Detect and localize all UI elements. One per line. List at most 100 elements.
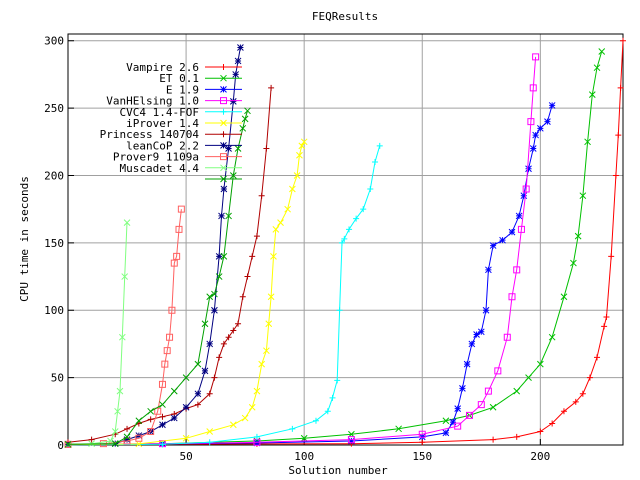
data-point bbox=[147, 407, 155, 415]
data-point bbox=[537, 428, 544, 435]
data-point bbox=[465, 411, 473, 419]
data-point bbox=[163, 347, 171, 355]
data-point bbox=[159, 421, 166, 429]
data-point bbox=[454, 405, 462, 412]
data-point bbox=[232, 71, 240, 78]
data-point bbox=[206, 439, 213, 446]
data-point bbox=[346, 226, 353, 233]
data-point bbox=[158, 380, 166, 388]
plot-frame bbox=[67, 33, 624, 446]
legend-marker bbox=[220, 74, 227, 82]
legend-label: Vampire 2.6 bbox=[126, 61, 199, 74]
data-point bbox=[220, 252, 228, 260]
data-point bbox=[334, 377, 341, 384]
data-point bbox=[124, 425, 131, 432]
data-point bbox=[485, 266, 492, 274]
data-point bbox=[548, 333, 556, 341]
data-point bbox=[111, 428, 119, 435]
legend-marker bbox=[220, 164, 227, 172]
series-line bbox=[67, 105, 553, 445]
data-point bbox=[206, 390, 213, 397]
data-point bbox=[574, 232, 582, 240]
data-point bbox=[229, 172, 237, 179]
data-point bbox=[617, 84, 624, 91]
data-point bbox=[263, 347, 270, 355]
data-point bbox=[608, 253, 615, 260]
data-point bbox=[114, 407, 121, 415]
legend-entry: VanHElsing 1.0 bbox=[106, 95, 242, 108]
data-point bbox=[239, 124, 247, 132]
data-point bbox=[468, 340, 476, 348]
data-point bbox=[289, 425, 296, 432]
data-point bbox=[121, 273, 129, 280]
data-point bbox=[235, 320, 242, 327]
series-group bbox=[64, 37, 626, 448]
y-tick-label: 150 bbox=[44, 237, 64, 250]
data-point bbox=[182, 434, 190, 442]
legend-label: CVC4 1.4-FOF bbox=[120, 106, 199, 119]
legend-marker bbox=[220, 64, 227, 70]
data-point bbox=[194, 390, 202, 398]
data-point bbox=[111, 440, 119, 448]
data-point bbox=[529, 145, 537, 152]
data-point bbox=[175, 225, 183, 233]
data-point bbox=[594, 354, 601, 361]
data-point bbox=[249, 253, 256, 260]
data-point bbox=[206, 428, 214, 435]
data-point bbox=[508, 293, 516, 301]
legend-label: leanCoP 2.2 bbox=[126, 139, 199, 152]
data-point bbox=[170, 414, 178, 422]
data-point bbox=[147, 416, 154, 423]
data-point bbox=[442, 429, 450, 437]
x-tick-label: 50 bbox=[179, 450, 192, 463]
data-point bbox=[229, 421, 237, 429]
data-point bbox=[494, 367, 502, 375]
legend-entry: leanCoP 2.2 bbox=[126, 139, 242, 152]
data-point bbox=[418, 430, 426, 438]
series-10 bbox=[64, 107, 251, 448]
data-point bbox=[579, 192, 587, 200]
data-point bbox=[419, 439, 426, 446]
legend-label: E 1.9 bbox=[166, 83, 199, 96]
legend-label: VanHElsing 1.0 bbox=[106, 95, 199, 108]
data-point bbox=[241, 115, 249, 123]
data-point bbox=[270, 252, 277, 260]
data-point bbox=[588, 91, 596, 98]
data-point bbox=[324, 408, 331, 415]
data-point bbox=[473, 331, 480, 338]
data-point bbox=[230, 327, 237, 334]
legend-marker bbox=[220, 119, 227, 127]
data-point bbox=[216, 354, 223, 361]
data-point bbox=[211, 290, 218, 298]
data-point bbox=[206, 293, 214, 301]
series-line bbox=[67, 56, 537, 445]
data-point bbox=[253, 439, 261, 447]
data-point bbox=[88, 436, 95, 443]
series-4 bbox=[65, 142, 383, 448]
data-point bbox=[601, 323, 608, 330]
data-point bbox=[442, 417, 450, 425]
data-point bbox=[300, 434, 308, 442]
data-point bbox=[206, 340, 214, 348]
data-point bbox=[99, 440, 107, 448]
legend-marker bbox=[220, 153, 227, 161]
data-point bbox=[347, 436, 355, 444]
y-tick-label: 250 bbox=[44, 102, 64, 115]
data-point bbox=[536, 124, 544, 132]
data-point bbox=[147, 428, 155, 436]
data-point bbox=[459, 385, 466, 392]
y-axis-label: CPU time in seconds bbox=[18, 176, 31, 302]
series-5 bbox=[64, 138, 308, 448]
data-point bbox=[263, 145, 270, 152]
data-point bbox=[341, 235, 348, 242]
data-point bbox=[529, 84, 537, 92]
data-point bbox=[525, 374, 532, 381]
data-point bbox=[253, 433, 260, 440]
y-tick-label: 100 bbox=[44, 304, 64, 317]
data-point bbox=[272, 226, 280, 233]
data-point bbox=[489, 403, 497, 411]
data-point bbox=[225, 212, 232, 220]
data-point bbox=[593, 64, 601, 72]
legend-label: Princess 140704 bbox=[100, 128, 200, 141]
